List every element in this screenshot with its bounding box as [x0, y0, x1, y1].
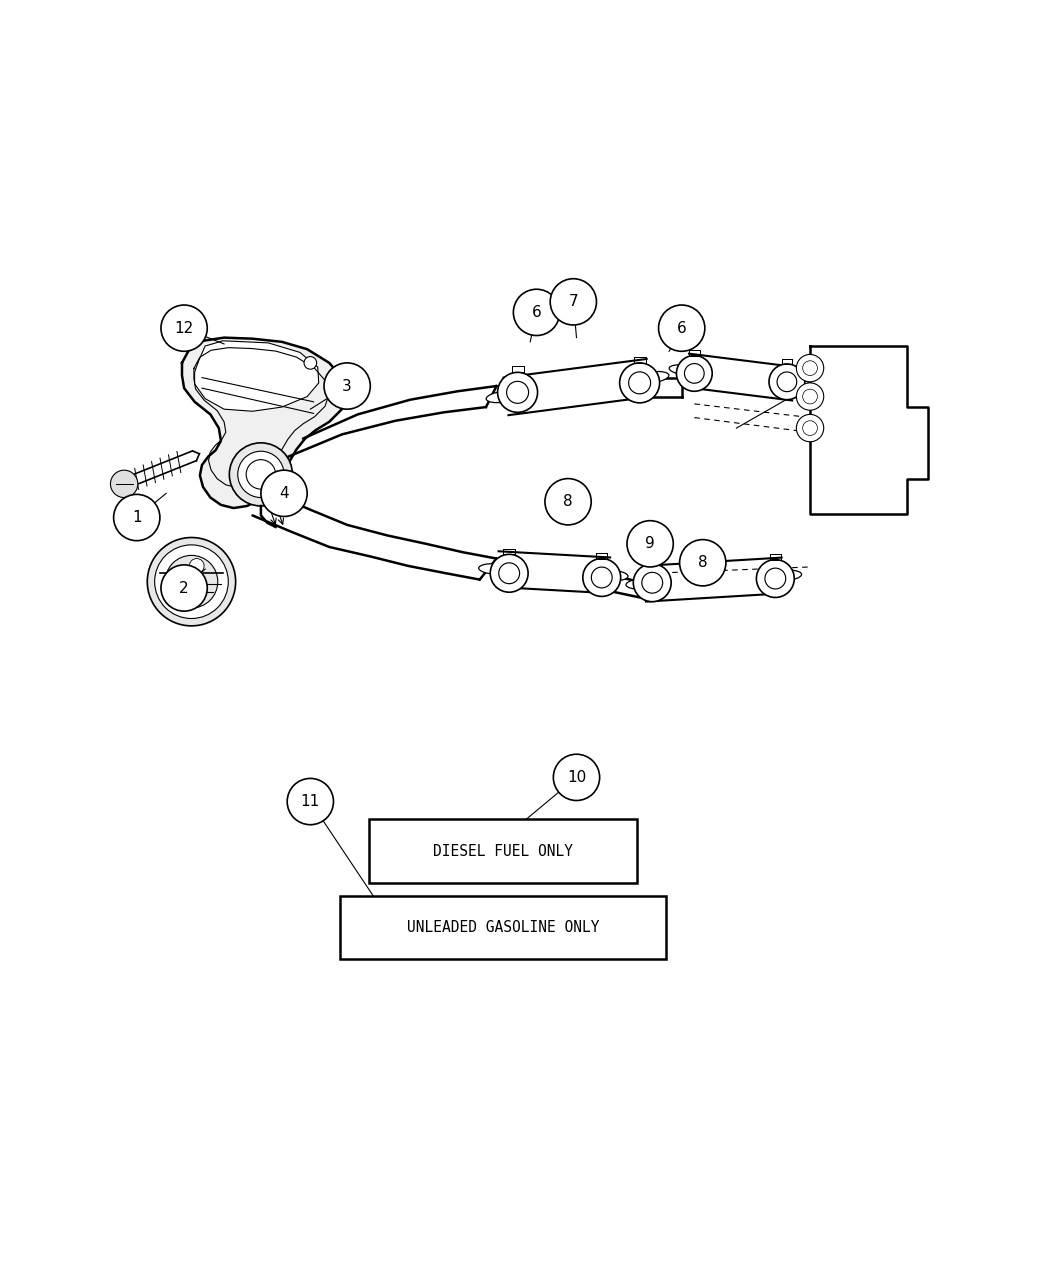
Circle shape	[513, 289, 560, 336]
Circle shape	[642, 572, 663, 593]
Circle shape	[756, 559, 794, 598]
Circle shape	[161, 564, 207, 612]
Circle shape	[114, 494, 160, 540]
Circle shape	[498, 373, 538, 412]
Text: UNLEADED GASOLINE ONLY: UNLEADED GASOLINE ONLY	[407, 921, 599, 935]
Circle shape	[680, 540, 726, 586]
Bar	[340, 896, 666, 959]
Ellipse shape	[766, 570, 802, 581]
Ellipse shape	[631, 372, 669, 384]
Circle shape	[796, 383, 824, 410]
Circle shape	[545, 479, 591, 525]
Circle shape	[490, 554, 528, 593]
Circle shape	[261, 470, 307, 516]
Ellipse shape	[479, 563, 514, 575]
Ellipse shape	[592, 570, 628, 581]
Circle shape	[627, 521, 673, 567]
Text: 4: 4	[279, 485, 289, 501]
Text: 9: 9	[645, 536, 655, 552]
Text: 10: 10	[567, 770, 586, 785]
Circle shape	[633, 564, 671, 601]
Circle shape	[803, 389, 817, 404]
Circle shape	[796, 355, 824, 382]
Circle shape	[591, 567, 612, 587]
Circle shape	[165, 555, 218, 608]
Text: 12: 12	[175, 321, 194, 336]
Circle shape	[765, 568, 786, 589]
Circle shape	[620, 363, 660, 402]
Circle shape	[550, 278, 596, 326]
Circle shape	[304, 356, 317, 369]
Text: 6: 6	[531, 305, 542, 319]
Circle shape	[324, 363, 370, 409]
Circle shape	[629, 372, 650, 393]
Circle shape	[659, 305, 705, 351]
Circle shape	[189, 558, 204, 573]
Circle shape	[238, 451, 284, 498]
Circle shape	[246, 460, 276, 489]
Ellipse shape	[626, 578, 662, 589]
Circle shape	[583, 558, 621, 596]
Polygon shape	[182, 337, 347, 508]
Ellipse shape	[778, 378, 812, 389]
Text: 8: 8	[563, 494, 573, 510]
Circle shape	[287, 779, 333, 825]
Text: 11: 11	[301, 794, 320, 810]
Text: DIESEL FUEL ONLY: DIESEL FUEL ONLY	[432, 844, 573, 858]
Circle shape	[803, 361, 817, 375]
Polygon shape	[810, 346, 928, 515]
Text: 2: 2	[179, 581, 189, 595]
Text: 1: 1	[132, 510, 142, 525]
Circle shape	[676, 355, 712, 391]
Ellipse shape	[486, 391, 524, 402]
Text: 7: 7	[568, 295, 579, 309]
Text: 8: 8	[697, 555, 708, 571]
Bar	[368, 820, 636, 882]
Circle shape	[155, 545, 228, 618]
Circle shape	[777, 372, 796, 392]
Text: 6: 6	[676, 321, 687, 336]
Circle shape	[769, 364, 805, 400]
Polygon shape	[195, 341, 319, 411]
Circle shape	[685, 364, 704, 383]
Circle shape	[161, 305, 207, 351]
Circle shape	[803, 420, 817, 435]
Circle shape	[229, 443, 292, 506]
Circle shape	[796, 415, 824, 442]
Text: 3: 3	[342, 378, 352, 393]
Ellipse shape	[669, 365, 703, 375]
Circle shape	[147, 538, 236, 626]
Circle shape	[110, 470, 138, 498]
Circle shape	[499, 563, 520, 584]
Circle shape	[553, 755, 600, 801]
Circle shape	[507, 382, 528, 404]
